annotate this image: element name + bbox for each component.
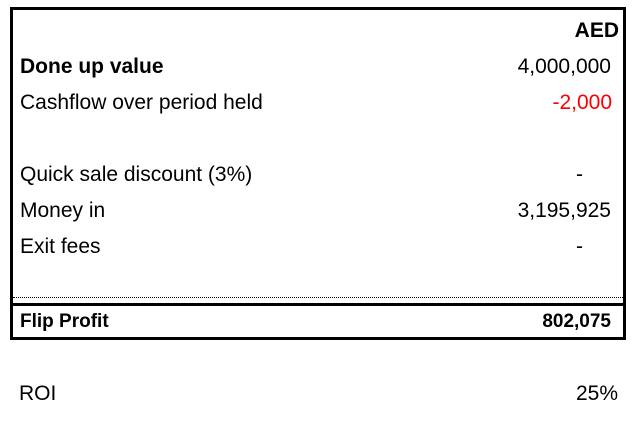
- quick-sale-discount-amount: -: [576, 163, 583, 186]
- money-in-amount: 3,195,925: [517, 199, 611, 222]
- cashflow-label: Cashflow over period held: [20, 91, 263, 114]
- currency-label: AED: [574, 19, 619, 42]
- row-money-in: Money in 3,195,925: [13, 193, 623, 229]
- row-cashflow: Cashflow over period held -2,000: [13, 85, 623, 121]
- currency-header-row: AED: [13, 13, 623, 49]
- roi-label: ROI: [19, 382, 57, 405]
- row-quick-sale-discount: Quick sale discount (3%) -: [13, 157, 623, 193]
- exit-fees-amount: -: [576, 235, 583, 258]
- dotted-divider: [13, 297, 623, 298]
- done-up-value-amount: 4,000,000: [517, 55, 611, 78]
- flip-summary-table: AED Done up value 4,000,000 Cashflow ove…: [10, 7, 626, 340]
- flip-profit-amount: 802,075: [542, 311, 611, 332]
- money-in-label: Money in: [20, 199, 106, 222]
- roi-value: 25%: [575, 382, 618, 405]
- row-exit-fees: Exit fees -: [13, 229, 623, 265]
- quick-sale-discount-label: Quick sale discount (3%): [20, 163, 253, 186]
- flip-profit-label: Flip Profit: [20, 311, 109, 332]
- row-done-up-value: Done up value 4,000,000: [13, 49, 623, 85]
- cashflow-amount: -2,000: [552, 91, 612, 114]
- row-flip-profit: Flip Profit 802,075: [13, 303, 623, 340]
- row-roi: ROI 25%: [10, 376, 626, 412]
- exit-fees-label: Exit fees: [20, 235, 101, 258]
- done-up-value-label: Done up value: [20, 55, 164, 78]
